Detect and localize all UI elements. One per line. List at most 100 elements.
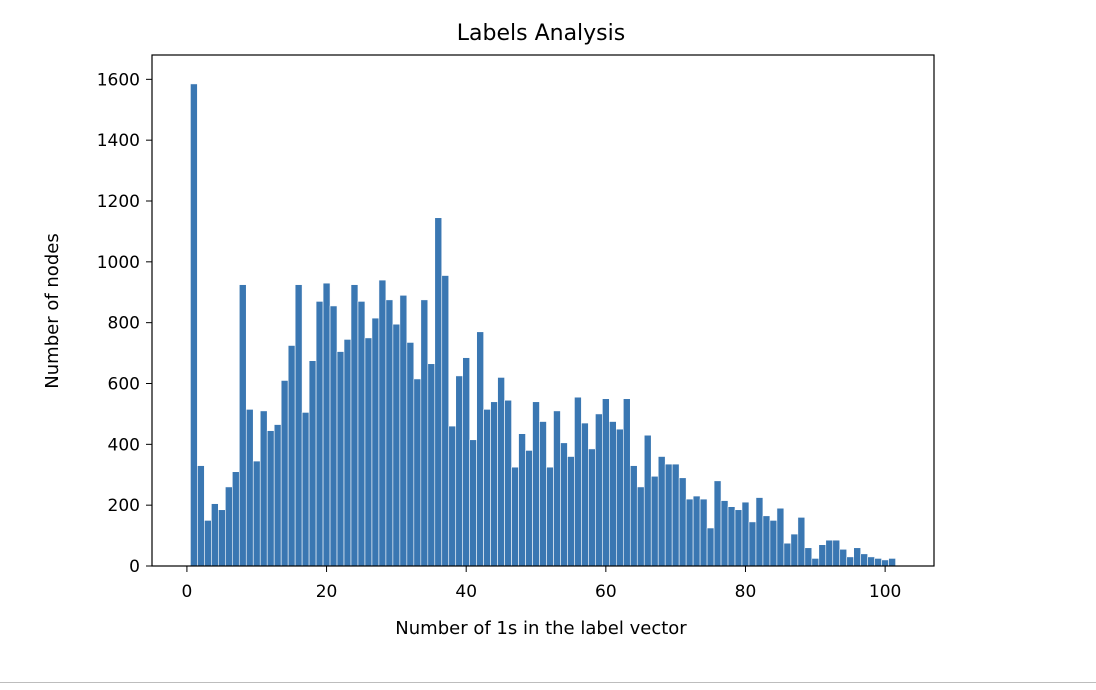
bar <box>371 317 380 567</box>
bar <box>699 498 708 567</box>
bar <box>427 363 436 567</box>
bar <box>245 409 254 567</box>
bar <box>462 357 470 567</box>
bar <box>713 480 722 567</box>
bar <box>336 351 345 567</box>
bar <box>218 509 226 567</box>
bar <box>888 558 896 567</box>
y-tick-label: 1600 <box>97 70 140 90</box>
bar <box>273 424 282 567</box>
bar <box>539 421 547 567</box>
bar <box>259 410 268 567</box>
bar <box>643 434 652 567</box>
bar <box>881 559 889 567</box>
bar <box>448 425 457 567</box>
x-tick-label: 40 <box>455 582 477 602</box>
bar <box>315 301 324 567</box>
bar <box>636 486 645 567</box>
bar <box>574 396 582 567</box>
bar <box>588 448 596 567</box>
x-tick-label: 100 <box>869 582 901 602</box>
bar <box>287 345 296 567</box>
y-tick-label: 1000 <box>97 253 140 273</box>
bar <box>266 430 275 567</box>
bar <box>469 439 477 567</box>
bar <box>755 497 764 567</box>
bar <box>790 533 799 567</box>
y-axis-label: Number of nodes <box>42 233 63 388</box>
bars-group <box>190 83 896 567</box>
bar <box>846 556 855 567</box>
bar <box>511 466 519 567</box>
bar <box>720 500 729 567</box>
bar <box>525 450 533 567</box>
bar <box>232 471 240 567</box>
bar <box>839 548 848 567</box>
bar <box>252 460 261 567</box>
bar <box>420 299 429 567</box>
bar <box>399 294 408 567</box>
x-axis: 0 20 40 60 80 100 <box>181 566 901 602</box>
bar <box>727 506 736 567</box>
bar <box>197 465 205 567</box>
plot-frame <box>151 54 935 567</box>
bar <box>329 305 338 567</box>
bar <box>364 337 373 567</box>
bottom-divider <box>0 682 1096 683</box>
bar <box>602 398 610 567</box>
bar <box>211 503 219 567</box>
chart-title: Labels Analysis <box>457 21 625 46</box>
bar <box>581 422 589 567</box>
bar <box>308 360 317 567</box>
x-tick-label: 0 <box>181 582 192 602</box>
bar <box>769 520 778 567</box>
bar <box>797 517 806 567</box>
bar <box>692 495 701 567</box>
bar <box>678 477 687 567</box>
y-tick-label: 200 <box>108 496 140 516</box>
bar <box>280 380 289 567</box>
bar <box>818 544 827 567</box>
bar <box>238 284 247 567</box>
bar <box>406 342 415 567</box>
bar <box>483 409 491 567</box>
bar <box>301 412 310 567</box>
bar <box>357 301 366 567</box>
x-tick-label: 60 <box>595 582 617 602</box>
bar <box>476 331 484 567</box>
bar <box>560 442 568 567</box>
bar <box>657 456 666 567</box>
bar <box>497 377 505 567</box>
bar <box>783 542 792 567</box>
bar <box>685 498 694 567</box>
bar <box>392 323 401 567</box>
bar <box>860 553 868 567</box>
bar <box>867 556 875 567</box>
bar <box>748 521 757 567</box>
bar <box>455 375 464 567</box>
y-axis: 0 200 400 600 800 1000 1200 1400 1600 <box>97 70 152 577</box>
bar <box>741 501 750 567</box>
x-axis-label: Number of 1s in the label vector <box>395 618 687 639</box>
bar <box>595 413 603 567</box>
bar <box>734 509 743 567</box>
bar <box>385 299 394 567</box>
bar <box>567 456 575 567</box>
y-tick-label: 1400 <box>97 131 140 151</box>
bar <box>294 284 303 567</box>
y-tick-label: 600 <box>108 375 140 395</box>
y-tick-label: 800 <box>108 314 140 334</box>
bar <box>378 279 387 567</box>
bar <box>776 507 785 567</box>
bar <box>532 401 540 567</box>
y-tick-label: 400 <box>108 435 140 455</box>
bar <box>762 515 771 567</box>
x-tick-label: 20 <box>316 582 338 602</box>
bar <box>518 433 526 567</box>
bar <box>190 83 198 567</box>
bar <box>811 558 820 567</box>
bar <box>671 463 680 567</box>
bar <box>490 401 498 567</box>
bar <box>622 398 631 567</box>
